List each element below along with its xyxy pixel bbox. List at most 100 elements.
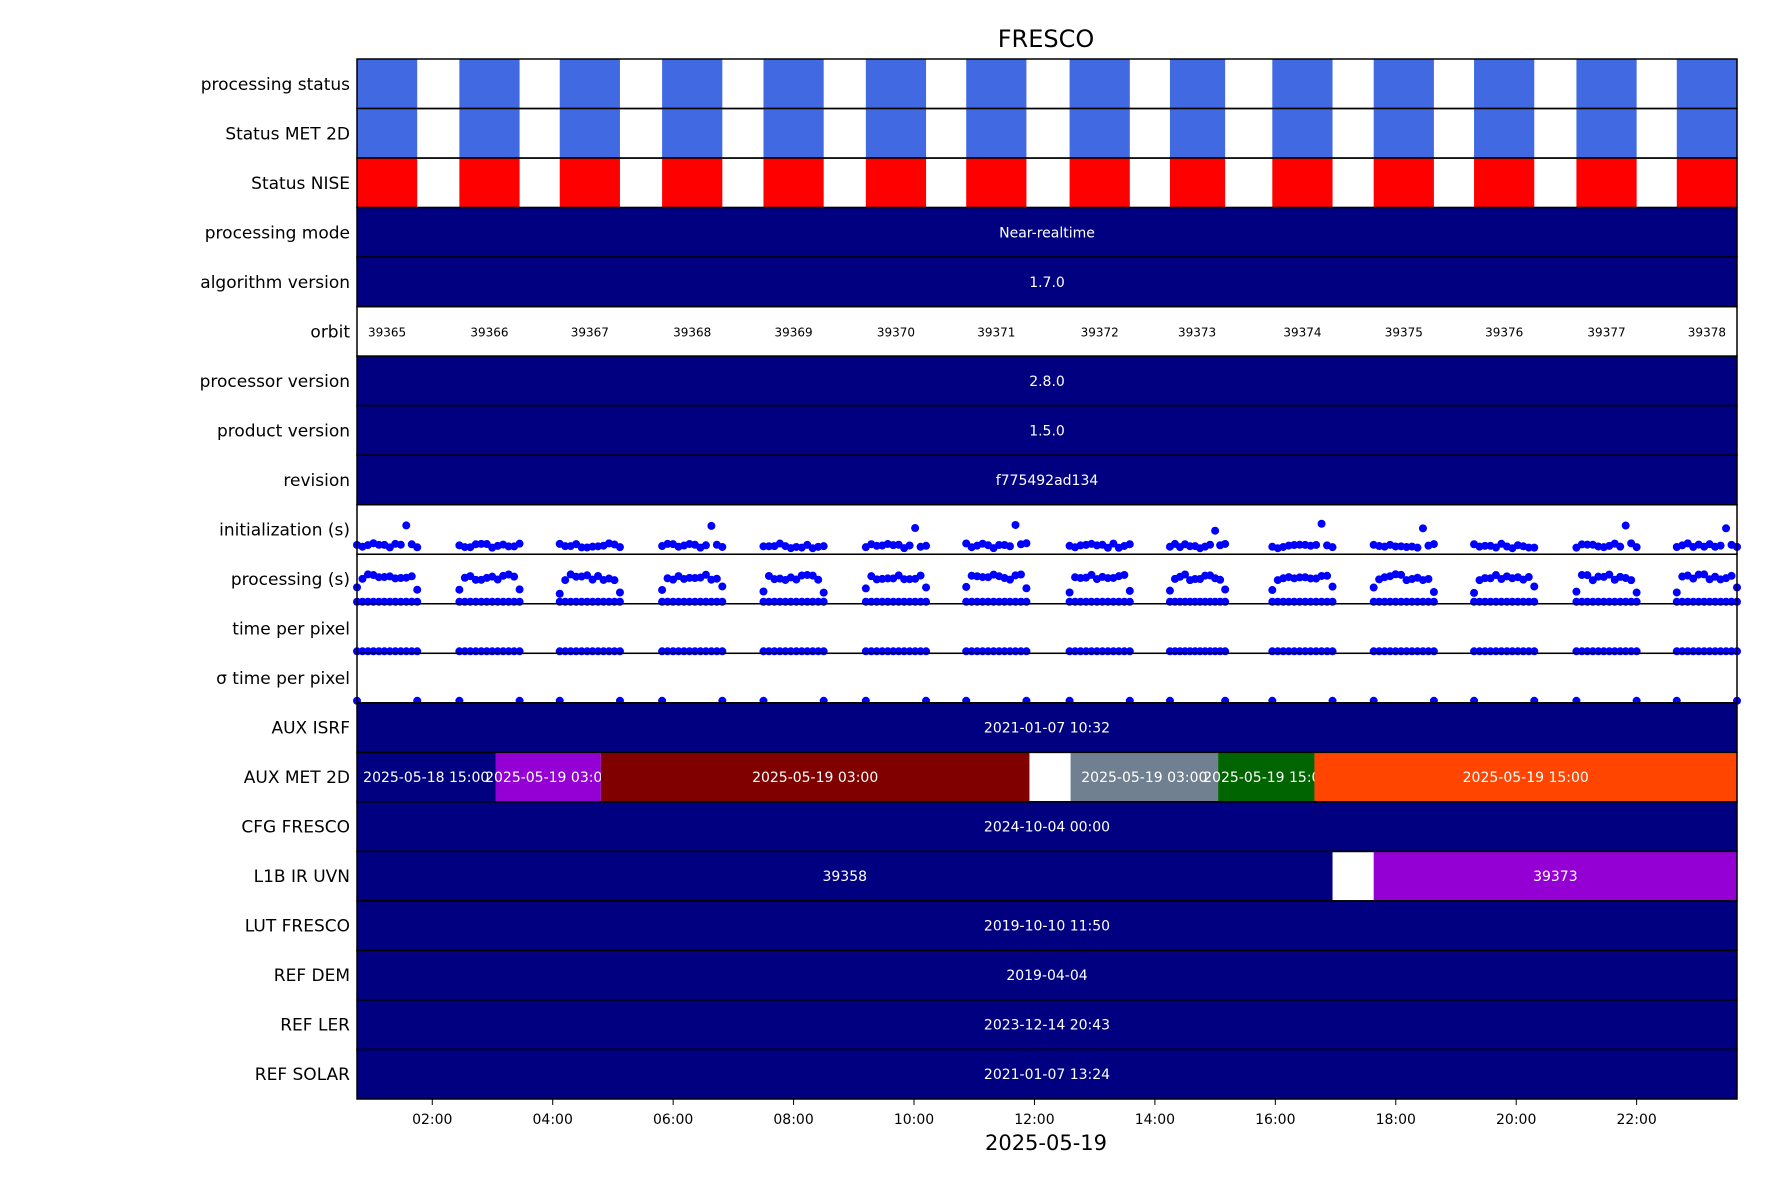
data-point bbox=[861, 584, 870, 593]
data-point bbox=[1022, 584, 1031, 593]
segment-label: 2.8.0 bbox=[1029, 374, 1065, 390]
data-point bbox=[792, 575, 801, 584]
row-label: REF SOLAR bbox=[255, 1065, 350, 1085]
data-point bbox=[1011, 520, 1020, 529]
data-point bbox=[819, 588, 828, 597]
status-bar bbox=[1069, 59, 1130, 109]
data-point bbox=[455, 585, 464, 594]
row-algorithm-version: 1.7.0 algorithm version bbox=[200, 256, 1738, 308]
segment-label: 2019-04-04 bbox=[1006, 968, 1087, 984]
x-axis: 02:00 04:00 06:00 08:00 10:00 12:00 14:00 16:00… bbox=[412, 1099, 1657, 1128]
x-tick-label: 10:00 bbox=[894, 1112, 934, 1128]
orbit-label: 39377 bbox=[1587, 325, 1625, 339]
status-bar bbox=[1474, 158, 1535, 208]
data-point bbox=[1328, 582, 1337, 591]
data-point bbox=[1125, 647, 1134, 656]
data-point bbox=[1632, 588, 1641, 597]
x-tick-label: 16:00 bbox=[1255, 1112, 1295, 1128]
data-point bbox=[701, 570, 710, 579]
row-label: initialization (s) bbox=[219, 520, 350, 540]
data-point bbox=[911, 524, 920, 533]
segment-label: 2025-05-19 03:00 bbox=[752, 770, 878, 786]
status-bar bbox=[763, 158, 824, 208]
segment-bar bbox=[357, 801, 1737, 852]
row-processing-s-: processing (s) bbox=[231, 553, 1741, 606]
status-bar bbox=[865, 59, 927, 109]
row-label: Status MET 2D bbox=[225, 124, 350, 144]
data-point bbox=[1689, 574, 1698, 583]
data-point bbox=[1632, 647, 1641, 656]
data-point bbox=[916, 571, 925, 580]
segment-bar bbox=[357, 752, 496, 802]
orbit-label: 39367 bbox=[571, 325, 609, 339]
data-point bbox=[1211, 526, 1220, 535]
data-point bbox=[510, 572, 519, 581]
data-point bbox=[1727, 571, 1736, 580]
row-label: AUX ISRF bbox=[271, 719, 350, 739]
segment-label: 2021-01-07 10:32 bbox=[984, 721, 1110, 737]
status-bar bbox=[966, 108, 1027, 159]
row-ref-solar: 2021-01-07 13:24 REF SOLAR bbox=[255, 1048, 1738, 1100]
row-label: processing mode bbox=[205, 223, 350, 243]
row-label: processing (s) bbox=[231, 570, 350, 590]
data-point bbox=[922, 583, 931, 592]
row-label: processor version bbox=[200, 372, 350, 392]
x-tick-label: 18:00 bbox=[1376, 1112, 1416, 1128]
data-point bbox=[1221, 539, 1230, 548]
data-point bbox=[1429, 597, 1438, 606]
data-point bbox=[413, 585, 422, 594]
segment-label: 39358 bbox=[822, 869, 867, 885]
data-point bbox=[583, 571, 592, 580]
x-tick-label: 06:00 bbox=[653, 1112, 693, 1128]
segment-bar bbox=[357, 900, 1737, 951]
data-point bbox=[1632, 543, 1641, 552]
data-point bbox=[1323, 571, 1332, 580]
segment-bar bbox=[357, 207, 1737, 258]
data-point bbox=[1125, 586, 1134, 595]
data-point bbox=[413, 647, 422, 656]
status-bar bbox=[865, 108, 927, 159]
data-point bbox=[1268, 586, 1277, 595]
segment-label: 2025-05-19 15:00 bbox=[1463, 770, 1589, 786]
data-point bbox=[922, 597, 931, 606]
segment-bar bbox=[495, 752, 601, 802]
segment-label: 2021-01-07 13:24 bbox=[984, 1067, 1110, 1083]
data-point bbox=[962, 582, 971, 591]
row-aux-isrf: 2021-01-07 10:32 AUX ISRF bbox=[271, 702, 1738, 754]
data-point bbox=[1530, 597, 1539, 606]
data-point bbox=[1312, 540, 1321, 549]
data-point bbox=[471, 575, 480, 584]
orbit-label: 39372 bbox=[1081, 325, 1119, 339]
data-point bbox=[1530, 543, 1539, 552]
data-point bbox=[905, 541, 914, 550]
orbit-label: 39366 bbox=[470, 325, 508, 339]
status-bar bbox=[459, 59, 520, 109]
segment-bar bbox=[1218, 752, 1315, 802]
row-frame bbox=[356, 305, 1738, 357]
data-point bbox=[1616, 542, 1625, 551]
data-point bbox=[396, 540, 405, 549]
status-bar bbox=[662, 59, 723, 109]
status-bar bbox=[1169, 59, 1226, 109]
data-point bbox=[413, 597, 422, 606]
segment-label: 2025-05-19 15:00 bbox=[1203, 770, 1329, 786]
data-point bbox=[819, 597, 828, 606]
data-point bbox=[1022, 597, 1031, 606]
chart-title: FRESCO bbox=[998, 25, 1095, 53]
x-tick-label: 14:00 bbox=[1135, 1112, 1175, 1128]
data-point bbox=[358, 574, 367, 583]
row-label: σ time per pixel bbox=[216, 669, 350, 689]
data-point bbox=[1016, 570, 1025, 579]
status-bar bbox=[1676, 59, 1737, 109]
data-point bbox=[515, 597, 524, 606]
data-point bbox=[1413, 543, 1422, 552]
row--time-per-pixel: σ time per pixel bbox=[216, 652, 1741, 705]
row-initialization-s-: initialization (s) bbox=[219, 503, 1741, 555]
x-tick-label: 22:00 bbox=[1616, 1112, 1656, 1128]
segment-label: 2023-12-14 20:43 bbox=[984, 1018, 1110, 1034]
segment-label: f775492ad134 bbox=[996, 473, 1099, 489]
segment-label: 2025-05-18 15:00 bbox=[363, 770, 489, 786]
segment-bar bbox=[357, 455, 1737, 505]
data-point bbox=[407, 572, 416, 581]
row-status-met-2d: Status MET 2D bbox=[225, 107, 1738, 159]
